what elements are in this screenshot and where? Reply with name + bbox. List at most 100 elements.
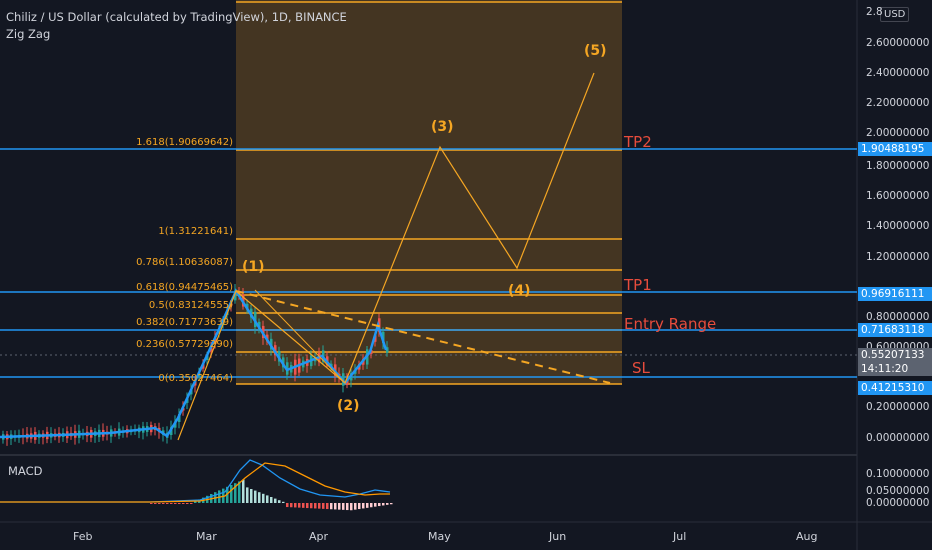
macd-bar xyxy=(162,503,165,504)
macd-bar xyxy=(330,503,333,510)
tp1-label: TP1 xyxy=(624,276,652,294)
price-box-sl: 0.41215310 xyxy=(858,381,932,395)
price-tick: 1.20000000 xyxy=(866,251,930,263)
macd-bar xyxy=(282,501,285,503)
macd-bar xyxy=(334,503,337,510)
macd-bar xyxy=(194,501,197,503)
signal-line xyxy=(0,462,390,503)
macd-bar xyxy=(250,489,253,503)
fib-zone xyxy=(236,0,622,384)
fib-label: 0.236(0.57729290) xyxy=(136,339,233,350)
time-tick: Jul xyxy=(673,530,687,543)
price-tick: 0.00000000 xyxy=(866,432,930,444)
macd-bar xyxy=(390,503,393,505)
macd-bar xyxy=(258,492,261,503)
fib-label: 0.382(0.71773639) xyxy=(136,317,233,328)
macd-bar xyxy=(342,503,345,510)
indicator-label[interactable]: Zig Zag xyxy=(6,27,51,41)
macd-bar xyxy=(318,503,321,509)
price-tick: 2.8 xyxy=(866,6,883,18)
price-tick: 2.40000000 xyxy=(866,67,930,79)
price-tick: 1.40000000 xyxy=(866,220,930,232)
time-tick: Feb xyxy=(73,530,93,543)
price-box-tp1: 0.96916111 xyxy=(858,287,932,301)
macd-bar xyxy=(322,503,325,509)
fib-label: 0.786(1.10636087) xyxy=(136,257,233,268)
macd-bar xyxy=(230,485,233,503)
macd-bar xyxy=(274,498,277,503)
macd-bar xyxy=(270,497,273,503)
macd-bar xyxy=(302,503,305,508)
macd-tick: 0.10000000 xyxy=(866,468,930,480)
fib-label: 1.618(1.90669642) xyxy=(136,137,233,148)
candle-body xyxy=(386,347,389,353)
macd-bar xyxy=(242,479,245,503)
price-tick: 1.80000000 xyxy=(866,160,930,172)
macd-tick: 0.00000000 xyxy=(866,497,930,509)
price-tick: 1.60000000 xyxy=(866,190,930,202)
macd-bar xyxy=(278,500,281,503)
macd-bar xyxy=(370,503,373,508)
macd-bar xyxy=(178,503,181,504)
macd-bar xyxy=(294,503,297,508)
wave-label: (1) xyxy=(242,259,265,275)
macd-bar xyxy=(190,503,193,504)
symbol-title[interactable]: Chiliz / US Dollar (calculated by Tradin… xyxy=(6,10,347,24)
currency-button[interactable]: USD xyxy=(880,7,910,22)
macd-bar xyxy=(298,503,301,508)
time-tick: Aug xyxy=(796,530,818,543)
macd-label[interactable]: MACD xyxy=(8,464,43,478)
macd-line xyxy=(0,459,391,503)
wave-projection xyxy=(177,72,595,441)
macd-bar xyxy=(346,503,349,511)
macd-bar xyxy=(150,503,153,504)
countdown-box: 14:11:20 xyxy=(858,362,932,376)
wave-label: (2) xyxy=(337,398,360,414)
macd-bar xyxy=(286,503,289,508)
macd-bar xyxy=(386,503,389,505)
macd-bar xyxy=(350,503,353,511)
sl-label: SL xyxy=(632,359,650,377)
macd-bar xyxy=(262,493,265,503)
macd-bar xyxy=(226,486,229,503)
price-box-last: 0.55207133 xyxy=(858,348,932,362)
macd-bar xyxy=(166,503,169,504)
fib-label: 0.5(0.83124555) xyxy=(148,300,233,311)
macd-bar xyxy=(378,503,381,507)
macd-bar xyxy=(246,487,249,503)
wave-label: (3) xyxy=(431,119,454,135)
price-tick: 0.80000000 xyxy=(866,311,930,323)
macd-bar xyxy=(306,503,309,509)
macd-tick: 0.05000000 xyxy=(866,485,930,497)
macd-bar xyxy=(174,503,177,504)
macd-bar xyxy=(290,503,293,508)
macd-bar xyxy=(382,503,385,506)
price-tick: 0.20000000 xyxy=(866,401,930,413)
macd-bar xyxy=(186,503,189,504)
macd-bar xyxy=(314,503,317,509)
price-tick: 2.20000000 xyxy=(866,97,930,109)
fib-label: 0(0.35027464) xyxy=(158,373,233,384)
macd-bar xyxy=(362,503,365,509)
macd-bar xyxy=(238,481,241,503)
macd-bar xyxy=(170,503,173,504)
price-tick: 2.60000000 xyxy=(866,37,930,49)
fib-label: 0.618(0.94475465) xyxy=(136,282,233,293)
price-tick: 2.00000000 xyxy=(866,127,930,139)
time-tick: Apr xyxy=(309,530,329,543)
macd-bar xyxy=(310,503,313,509)
time-tick: Mar xyxy=(196,530,217,543)
macd-bar xyxy=(158,503,161,504)
time-tick: Jun xyxy=(549,530,567,543)
macd-bar xyxy=(374,503,377,507)
wave-label: (4) xyxy=(508,283,531,299)
time-tick: May xyxy=(428,530,451,543)
tp2-label: TP2 xyxy=(624,133,652,151)
fib-label: 1(1.31221641) xyxy=(158,226,233,237)
macd-bar xyxy=(338,503,341,510)
macd-bar xyxy=(182,503,185,504)
macd-bar xyxy=(266,495,269,503)
entry-range-label: Entry Range xyxy=(624,315,717,333)
